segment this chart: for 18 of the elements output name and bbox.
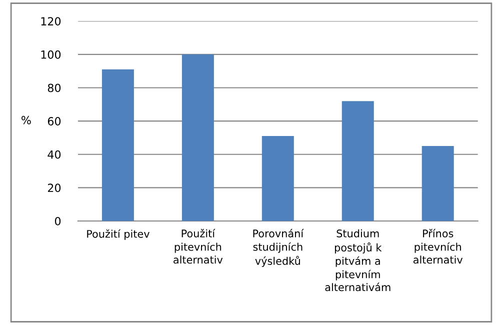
x-tick-label: Přínos pitevních alternativ xyxy=(413,228,463,264)
y-tick-label: 100 xyxy=(41,50,61,59)
y-tick-label: 0 xyxy=(54,216,61,226)
y-tick-label: 40 xyxy=(48,150,61,159)
y-tick-label: 20 xyxy=(48,184,61,192)
x-tick-label: Použití pitevních alternativ xyxy=(174,228,223,264)
bar xyxy=(102,69,134,221)
y-tick-label: 120 xyxy=(41,17,61,26)
x-tick-label: Použití pitev xyxy=(87,229,150,240)
x-tick-label: Porovnání studijních výsledků xyxy=(253,228,304,267)
y-axis-title: % xyxy=(22,116,31,124)
bar xyxy=(262,136,294,221)
x-tick-label: Studium postojů k pitvám a pitevním alternativám xyxy=(325,229,390,292)
bar xyxy=(342,101,374,221)
bar xyxy=(422,146,454,221)
y-tick-label: 80 xyxy=(48,84,61,92)
y-tick-label: 60 xyxy=(48,117,61,126)
bar xyxy=(182,54,214,221)
